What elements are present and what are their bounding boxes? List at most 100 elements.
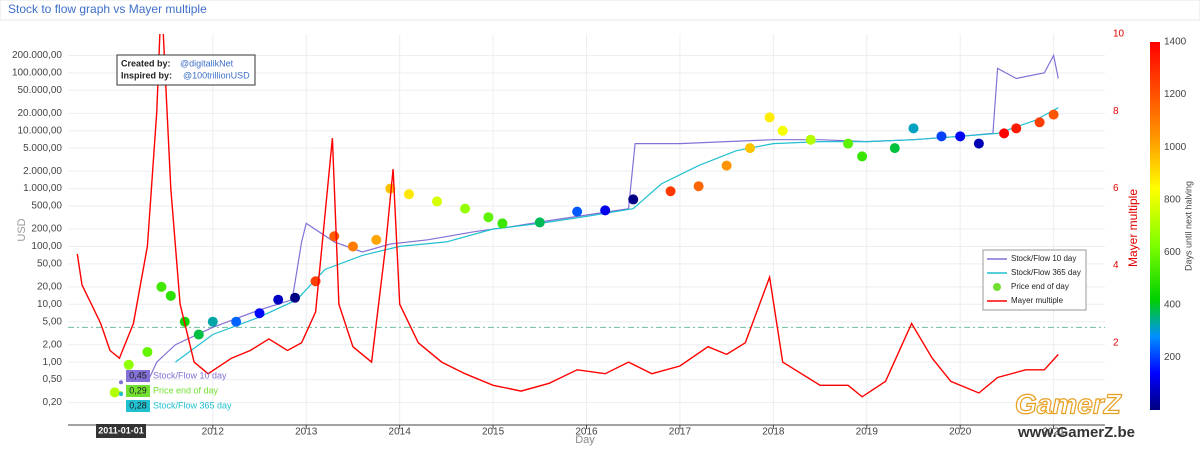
y2-axis-title: Mayer multiple [1126, 189, 1140, 267]
y-tick-label: 200.000,00 [12, 50, 62, 61]
price-dot [460, 203, 471, 214]
price-dot [497, 218, 508, 229]
price-dot [371, 234, 382, 245]
x-tick-label: 2014 [389, 427, 412, 438]
price-dot [1048, 109, 1059, 120]
x-tick-label: 2016 [575, 427, 598, 438]
y-tick-label: 5.000,00 [23, 143, 62, 154]
price-dot [693, 181, 704, 192]
y2-tick-label: 10 [1113, 29, 1125, 40]
price-dot [628, 194, 639, 205]
watermark-logo: GamerZ [1015, 388, 1122, 419]
price-dot [142, 346, 153, 357]
hover-x-label: 2011-01-01 [98, 425, 144, 435]
price-dot [721, 160, 732, 171]
colorbar-tick-label: 600 [1164, 247, 1181, 258]
x-tick-label: 2013 [295, 427, 318, 438]
hover-value: 0,45 [129, 370, 147, 380]
hover-value: 0,29 [129, 385, 147, 395]
legend-label: Stock/Flow 10 day [1011, 254, 1076, 263]
price-dot [908, 123, 919, 134]
price-dot [936, 131, 947, 142]
y-tick-label: 20.000,00 [18, 108, 63, 119]
annotation-text: Inspired by: [121, 70, 172, 80]
x-tick-label: 2017 [669, 427, 692, 438]
price-dot [973, 138, 984, 149]
hover-point [119, 392, 123, 397]
legend-label: Price end of day [1011, 282, 1069, 291]
price-dot [805, 134, 816, 145]
hover-box [126, 385, 150, 397]
y-tick-label: 20,00 [37, 282, 62, 293]
y-tick-label: 2.000,00 [23, 166, 62, 177]
price-dot [955, 131, 966, 142]
y-tick-label: 100,00 [31, 241, 62, 252]
y-tick-label: 100.000,00 [12, 68, 62, 79]
x-tick-label: 2015 [482, 427, 505, 438]
legend-label: Stock/Flow 365 day [1011, 268, 1081, 277]
header-bar [0, 0, 1200, 21]
annotation-text: Created by: [121, 58, 171, 68]
colorbar-tick-label: 1400 [1164, 37, 1187, 48]
page-title: Stock to flow graph vs Mayer multiple [8, 2, 207, 16]
y-tick-label: 5,00 [43, 316, 63, 327]
annotation-box [116, 54, 256, 86]
y-tick-label: 50,00 [37, 258, 62, 269]
price-dot [843, 138, 854, 149]
colorbar-tick-label: 400 [1164, 299, 1181, 310]
price-dot [432, 196, 443, 207]
price-dot [403, 189, 414, 200]
y-tick-label: 500,00 [31, 201, 62, 212]
price-dot [290, 292, 301, 303]
watermark-url: www.GamerZ.be [1017, 424, 1135, 441]
annotation-text: @digitalikNet [180, 58, 234, 68]
colorbar-tick-label: 1000 [1164, 142, 1187, 153]
price-dot [385, 183, 396, 194]
y-tick-label: 0,50 [43, 374, 63, 385]
hover-value: 0,28 [129, 400, 147, 410]
y-tick-label: 2,00 [43, 339, 63, 350]
price-dot [165, 290, 176, 301]
y-tick-label: 200,00 [31, 224, 62, 235]
price-dot [1034, 117, 1045, 128]
hover-box [126, 370, 150, 382]
annotation-text: @100trillionUSD [183, 70, 250, 80]
price-dot [109, 387, 120, 398]
y2-tick-label: 6 [1113, 183, 1119, 194]
colorbar-title: Days until next halving [1183, 181, 1193, 271]
price-dot [857, 151, 868, 162]
colorbar-tick-label: 1200 [1164, 89, 1187, 100]
legend-label: Mayer multiple [1011, 296, 1064, 305]
price-dot [999, 128, 1010, 139]
hover-x-box [96, 424, 146, 438]
price-dot [193, 329, 204, 340]
price-dot [572, 206, 583, 217]
y-tick-label: 0,20 [43, 397, 63, 408]
hover-name: Stock/Flow 10 day [153, 370, 227, 380]
price-dot [534, 217, 545, 228]
y-axis-title: USD [16, 218, 28, 241]
x-tick-label: 2019 [856, 427, 879, 438]
y2-tick-label: 8 [1113, 106, 1119, 117]
price-dot [764, 112, 775, 123]
plot-layer [76, 34, 1059, 398]
price-dot [273, 294, 284, 305]
y2-tick-label: 2 [1113, 337, 1119, 348]
price-dot [1011, 123, 1022, 134]
price-dot [156, 281, 167, 292]
legend-box [982, 249, 1087, 311]
series-line [76, 34, 1059, 398]
legend-symbol [993, 283, 1001, 291]
price-dot [600, 205, 611, 216]
y-tick-label: 10.000,00 [18, 125, 63, 136]
y-tick-label: 1,00 [43, 357, 63, 368]
price-dot [231, 316, 242, 327]
price-dot [744, 143, 755, 154]
price-dot [777, 125, 788, 136]
x-tick-label: 2021 [1042, 427, 1065, 438]
y-tick-label: 50.000,00 [18, 85, 63, 96]
x-tick-label: 2018 [762, 427, 785, 438]
y2-tick-label: 4 [1113, 260, 1119, 271]
